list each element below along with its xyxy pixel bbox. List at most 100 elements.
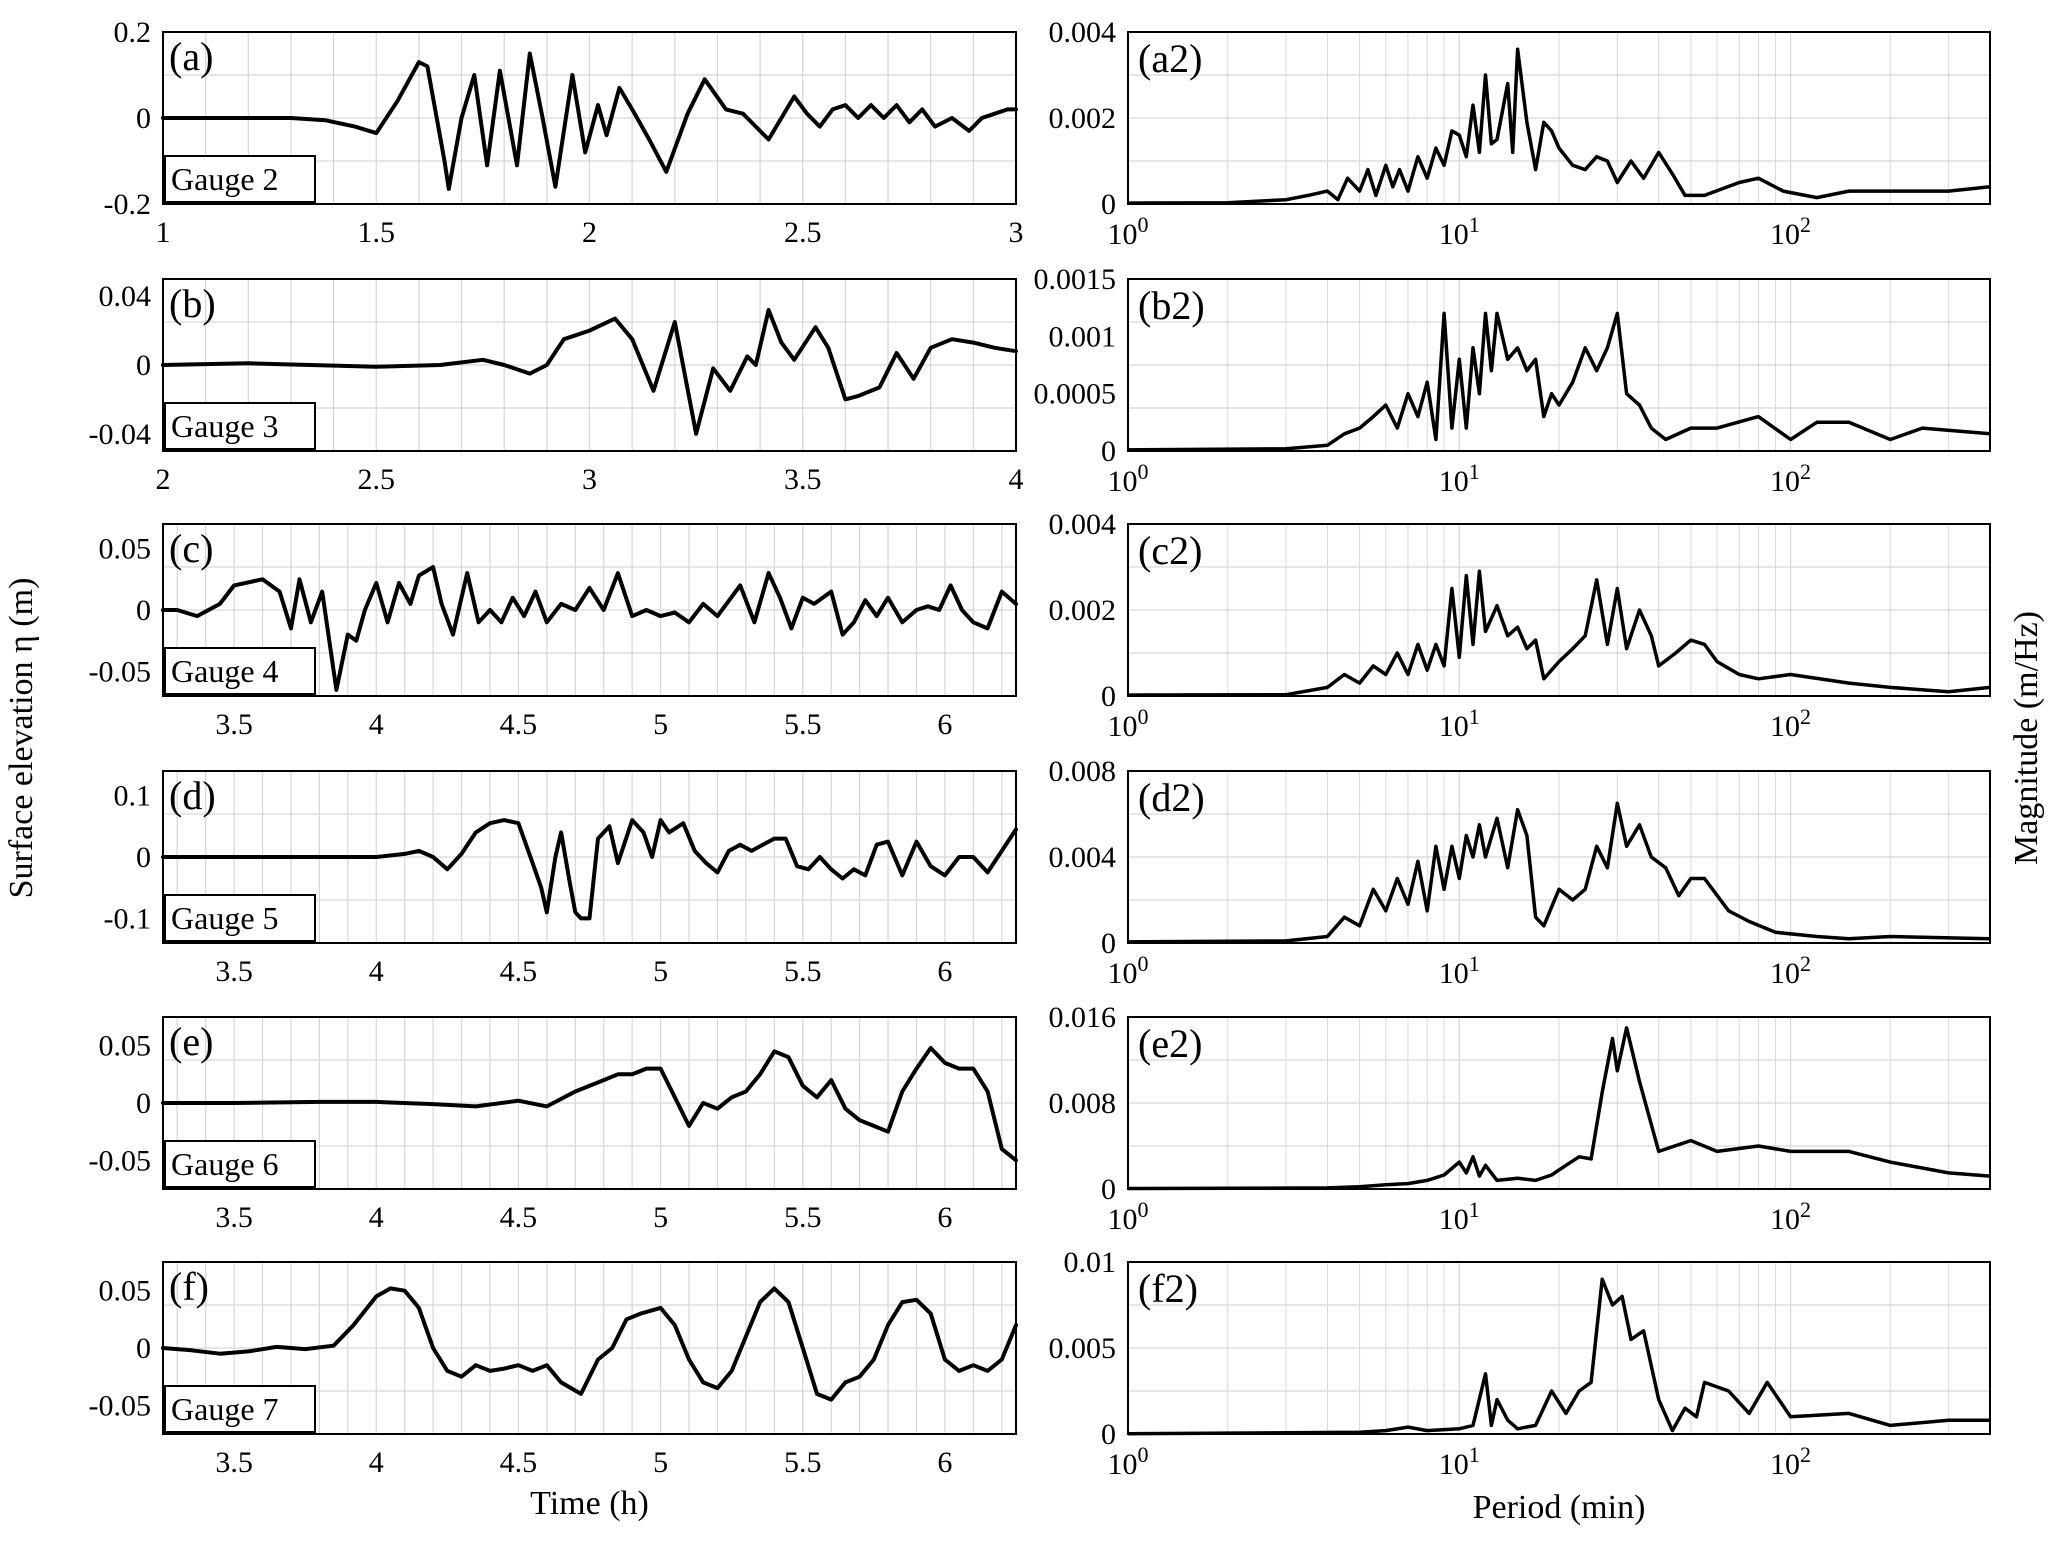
gauge-label-box [164, 1140, 316, 1188]
gauge-label: Gauge 7 [164, 1385, 316, 1433]
spectrum-line [1127, 1026, 1991, 1191]
gauge-label-text: Gauge 4 [171, 653, 279, 689]
y-tick-label: 0.05 [99, 1275, 152, 1308]
gauge-label-text: Gauge 5 [171, 900, 279, 936]
spectrum-line [1127, 47, 1991, 205]
x-tick-label: 4 [369, 708, 384, 741]
x-tick-label: 100 [1108, 1442, 1149, 1481]
left-y-axis-label: Surface elevation η (m) [3, 578, 40, 899]
plot-frame [1127, 278, 1991, 452]
x-tick-label: 2 [156, 463, 171, 496]
x-tick-label: 3.5 [215, 1201, 253, 1234]
time-panel-5: 3.5 4 4.5 5 5.5 6 0.05 0 -0.05 (e) Gauge 6 [89, 1016, 1018, 1234]
x-tick-label: 5.5 [784, 955, 822, 988]
y-tick-label: 0.016 [1049, 1001, 1117, 1034]
time-panel-1: 1 1.5 2 2.5 3 0.2 0 -0.2 (a) Gauge 2 [104, 16, 1024, 249]
x-tick-label: 3.5 [215, 708, 253, 741]
spectrum-line [1127, 1277, 1990, 1436]
y-tick-label: 0 [1101, 435, 1116, 468]
panel-label: (a) [169, 34, 213, 79]
y-tick-label: 0.2 [114, 16, 152, 49]
y-tick-label: -0.2 [104, 188, 152, 221]
y-tick-label: 0 [136, 841, 151, 874]
y-tick-label: 0.004 [1049, 16, 1117, 49]
x-tick-label: 6 [937, 708, 952, 741]
x-tick-label: 3 [582, 463, 597, 496]
x-tick-label: 4 [1009, 463, 1024, 496]
x-tick-label: 5 [653, 1201, 668, 1234]
time-panel-4: 3.5 4 4.5 5 5.5 6 0.1 0 -0.1 (d) Gauge 5 [104, 770, 1018, 988]
y-tick-label: 0.1 [114, 780, 152, 813]
gauge-label-box [164, 894, 316, 942]
panel-label: (f) [169, 1264, 209, 1309]
y-tick-label: 0.008 [1049, 1087, 1117, 1120]
spectrum-panels: 100 101 102 0.004 0.002 0 (a2) 100 101 102 0.0015 0… [1034, 16, 1991, 1526]
gauge-label: Gauge 5 [164, 894, 316, 942]
x-tick-label: 101 [1439, 1197, 1480, 1236]
y-tick-label: 0 [1101, 1418, 1116, 1451]
spectrum-panel-5: 100 101 102 0.016 0.008 0 (e2) [1049, 1001, 1991, 1236]
y-tick-label: 0.008 [1049, 755, 1117, 788]
y-tick-label: 0.004 [1049, 841, 1117, 874]
time-series-line [161, 51, 1018, 191]
y-tick-label: 0.05 [99, 1030, 152, 1063]
time-series-line [161, 1046, 1018, 1163]
x-tick-label: 4 [369, 1446, 384, 1479]
y-tick-label: -0.05 [89, 655, 152, 688]
right-y-axis-label: Magnitude (m/Hz) [2008, 611, 2045, 865]
x-tick-label: 3.5 [215, 1446, 253, 1479]
y-tick-label: 0 [1101, 680, 1116, 713]
y-tick-label: 0 [1101, 188, 1116, 221]
gauge-label-box [164, 647, 316, 695]
spectrum-panel-6: 100 101 102 0.01 0.005 0 (f2) Period (min) [1049, 1246, 1991, 1526]
x-tick-label: 4.5 [500, 708, 538, 741]
x-tick-label: 2.5 [784, 216, 822, 249]
spectrum-line [1127, 311, 1991, 452]
panel-label: (d2) [1138, 775, 1205, 820]
x-tick-label: 101 [1439, 1442, 1480, 1481]
panel-label: (b2) [1138, 283, 1205, 328]
x-tick-label: 102 [1770, 951, 1811, 990]
x-axis-label: Period (min) [1473, 1489, 1646, 1526]
y-tick-label: -0.05 [89, 1389, 152, 1422]
x-tick-label: 4.5 [500, 955, 538, 988]
x-tick-label: 3.5 [215, 955, 253, 988]
time-series-line [161, 1286, 1018, 1402]
x-tick-label: 100 [1108, 1197, 1149, 1236]
y-tick-label: 0.01 [1064, 1246, 1117, 1279]
x-tick-label: 101 [1439, 704, 1480, 743]
y-tick-label: -0.05 [89, 1144, 152, 1177]
plot-frame [1127, 523, 1991, 697]
x-tick-label: 5.5 [784, 1446, 822, 1479]
x-tick-label: 101 [1439, 951, 1480, 990]
time-panel-3: 3.5 4 4.5 5 5.5 6 0.05 0 -0.05 (c) Gauge 4 [89, 523, 1018, 741]
y-tick-label: 0 [1101, 1173, 1116, 1206]
x-tick-label: 6 [937, 1446, 952, 1479]
gauge-label-box [164, 155, 316, 203]
x-tick-label: 5 [653, 1446, 668, 1479]
y-tick-label: 0 [136, 1332, 151, 1365]
x-tick-label: 2.5 [358, 463, 396, 496]
plot-frame [1127, 770, 1991, 944]
x-tick-label: 6 [937, 955, 952, 988]
y-tick-label: 0 [1101, 927, 1116, 960]
x-tick-label: 4 [369, 955, 384, 988]
time-panel-6: 3.5 4 4.5 5 5.5 6 0.05 0 -0.05 (f) Gauge 7 Time (h) [89, 1261, 1018, 1522]
x-tick-label: 100 [1108, 704, 1149, 743]
panel-label: (f2) [1138, 1266, 1198, 1311]
y-tick-label: -0.04 [89, 418, 152, 451]
spectrum-line [1127, 569, 1991, 697]
y-tick-label: 0.0005 [1034, 378, 1117, 411]
panel-label: (c) [169, 526, 213, 571]
plot-frame [162, 1261, 1017, 1435]
x-tick-label: 5 [653, 708, 668, 741]
x-tick-label: 100 [1108, 459, 1149, 498]
x-tick-label: 4.5 [500, 1201, 538, 1234]
x-tick-label: 100 [1108, 212, 1149, 251]
y-tick-label: 0.001 [1049, 320, 1117, 353]
spectrum-panel-2: 100 101 102 0.0015 0.001 0.0005 0 (b2) [1034, 263, 1991, 498]
gauge-label-box [164, 402, 316, 450]
plot-frame [1127, 31, 1991, 205]
x-tick-label: 6 [937, 1201, 952, 1234]
